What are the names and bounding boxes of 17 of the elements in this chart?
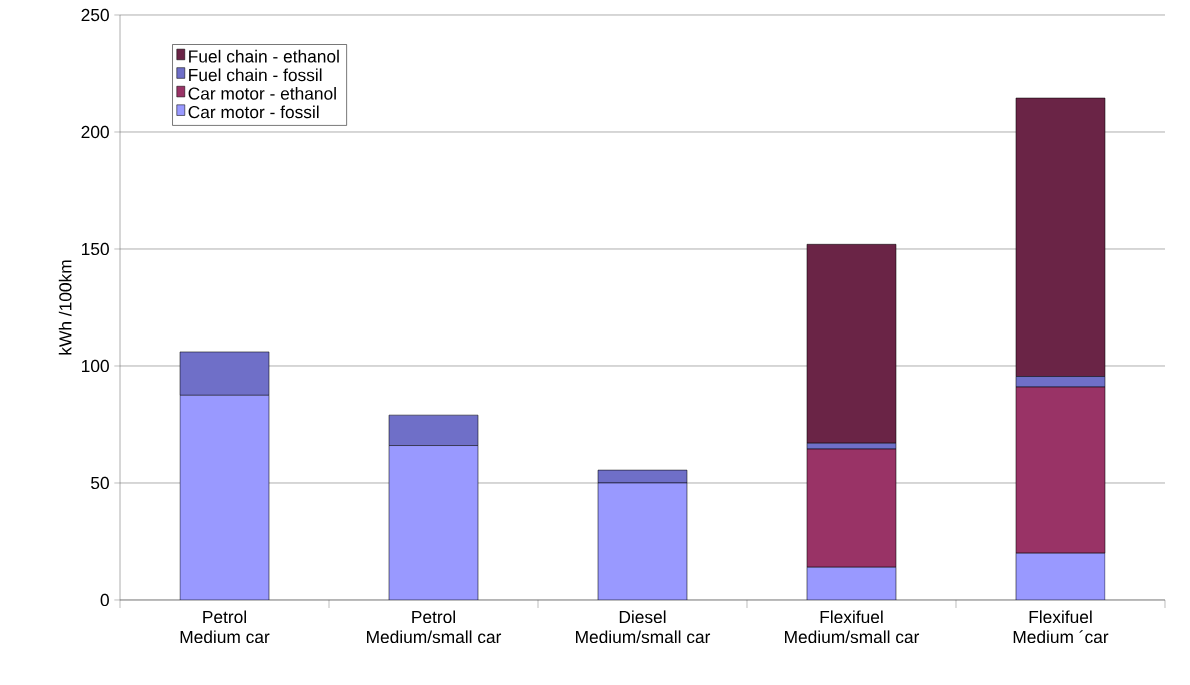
legend-label: Car motor - fossil [188, 105, 319, 119]
legend-label: Fuel chain - ethanol [189, 49, 339, 63]
y-tick-label: 150 [82, 242, 109, 256]
x-tick-label: Petrol Medium car [180, 610, 270, 644]
x-tick-label: Flexifuel Medium ´car [1013, 610, 1109, 644]
y-tick-label: 50 [91, 476, 109, 490]
y-tick-label: 100 [82, 359, 109, 373]
y-tick-label: 0 [100, 593, 109, 607]
y-tick-label: 250 [81, 8, 109, 22]
y-axis-title: kWh /100km [58, 260, 72, 355]
y-tick-label: 200 [81, 125, 109, 139]
bar [806, 244, 897, 444]
legend-label: Car motor - ethanol [188, 86, 336, 100]
legend-label: Fuel chain - fossil [189, 68, 322, 82]
x-tick-label: Diesel Medium/small car [576, 610, 711, 644]
x-tick-label: Flexifuel Medium/small car [785, 610, 920, 644]
x-tick-label: Petrol Medium/small car [367, 610, 502, 644]
